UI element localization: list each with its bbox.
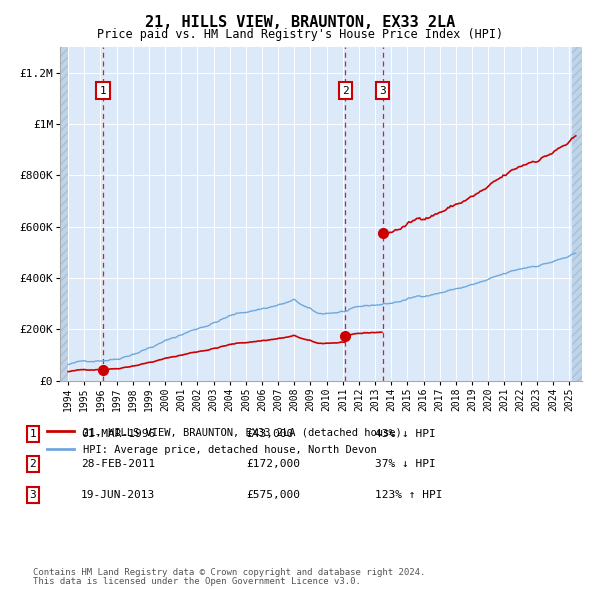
Text: £575,000: £575,000 xyxy=(246,490,300,500)
Text: Price paid vs. HM Land Registry's House Price Index (HPI): Price paid vs. HM Land Registry's House … xyxy=(97,28,503,41)
Text: 19-JUN-2013: 19-JUN-2013 xyxy=(81,490,155,500)
Text: 3: 3 xyxy=(379,86,386,96)
Text: 21, HILLS VIEW, BRAUNTON, EX33 2LA: 21, HILLS VIEW, BRAUNTON, EX33 2LA xyxy=(145,15,455,30)
Text: 3: 3 xyxy=(29,490,37,500)
Bar xyxy=(572,47,582,381)
Text: 01-MAR-1996: 01-MAR-1996 xyxy=(81,429,155,438)
Bar xyxy=(60,47,68,381)
Text: 21, HILLS VIEW, BRAUNTON, EX33 2LA (detached house): 21, HILLS VIEW, BRAUNTON, EX33 2LA (deta… xyxy=(83,427,401,437)
Text: 28-FEB-2011: 28-FEB-2011 xyxy=(81,460,155,469)
Text: 37% ↓ HPI: 37% ↓ HPI xyxy=(375,460,436,469)
Text: HPI: Average price, detached house, North Devon: HPI: Average price, detached house, Nort… xyxy=(83,445,376,455)
Text: 2: 2 xyxy=(29,460,37,469)
Text: 1: 1 xyxy=(29,429,37,438)
Text: 2: 2 xyxy=(342,86,349,96)
Text: £172,000: £172,000 xyxy=(246,460,300,469)
Text: Contains HM Land Registry data © Crown copyright and database right 2024.: Contains HM Land Registry data © Crown c… xyxy=(33,568,425,577)
Text: This data is licensed under the Open Government Licence v3.0.: This data is licensed under the Open Gov… xyxy=(33,577,361,586)
Text: £43,000: £43,000 xyxy=(246,429,293,438)
Text: 123% ↑ HPI: 123% ↑ HPI xyxy=(375,490,443,500)
Text: 1: 1 xyxy=(100,86,107,96)
Text: 43% ↓ HPI: 43% ↓ HPI xyxy=(375,429,436,438)
